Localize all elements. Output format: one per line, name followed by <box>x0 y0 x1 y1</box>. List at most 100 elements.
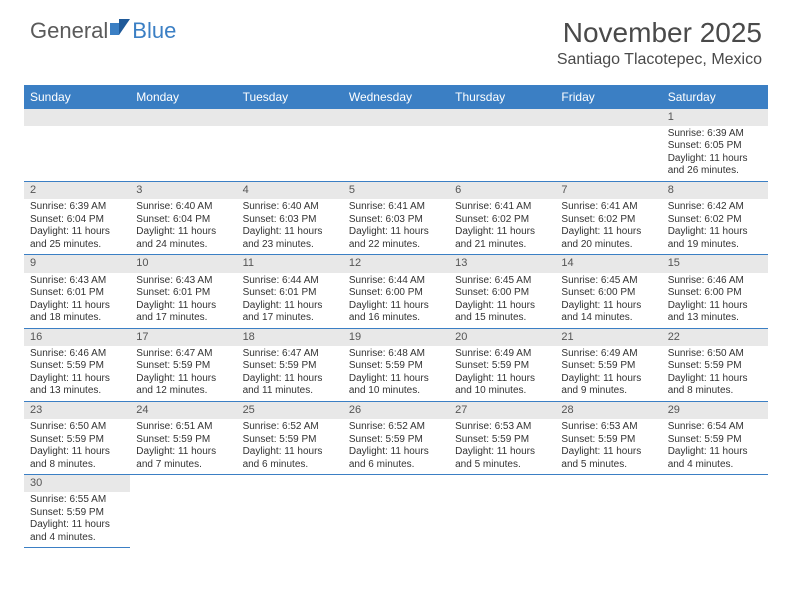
day-details: Sunrise: 6:44 AMSunset: 6:01 PMDaylight:… <box>237 273 343 328</box>
day-details: Sunrise: 6:46 AMSunset: 5:59 PMDaylight:… <box>24 346 130 401</box>
calendar-head: SundayMondayTuesdayWednesdayThursdayFrid… <box>24 85 768 109</box>
day-number: 9 <box>24 255 130 272</box>
calendar-day-cell: 16Sunrise: 6:46 AMSunset: 5:59 PMDayligh… <box>24 328 130 401</box>
calendar-day-cell: 9Sunrise: 6:43 AMSunset: 6:01 PMDaylight… <box>24 255 130 328</box>
day-header: Thursday <box>449 85 555 109</box>
day-details: Sunrise: 6:48 AMSunset: 5:59 PMDaylight:… <box>343 346 449 401</box>
day-number: 13 <box>449 255 555 272</box>
calendar-day-cell: 1Sunrise: 6:39 AMSunset: 6:05 PMDaylight… <box>662 109 768 182</box>
calendar-day-cell: 21Sunrise: 6:49 AMSunset: 5:59 PMDayligh… <box>555 328 661 401</box>
day-details: Sunrise: 6:40 AMSunset: 6:04 PMDaylight:… <box>130 199 236 254</box>
calendar-day-cell: 22Sunrise: 6:50 AMSunset: 5:59 PMDayligh… <box>662 328 768 401</box>
day-details: Sunrise: 6:52 AMSunset: 5:59 PMDaylight:… <box>343 419 449 474</box>
day-number: 12 <box>343 255 449 272</box>
day-header: Monday <box>130 85 236 109</box>
calendar-day-cell: 18Sunrise: 6:47 AMSunset: 5:59 PMDayligh… <box>237 328 343 401</box>
day-number: 2 <box>24 182 130 199</box>
page-header: General Blue November 2025 Santiago Tlac… <box>0 0 792 75</box>
day-number: 22 <box>662 329 768 346</box>
calendar-day-cell: 4Sunrise: 6:40 AMSunset: 6:03 PMDaylight… <box>237 182 343 255</box>
calendar-day-cell: 24Sunrise: 6:51 AMSunset: 5:59 PMDayligh… <box>130 401 236 474</box>
day-number: 23 <box>24 402 130 419</box>
calendar-empty-cell <box>24 109 130 182</box>
calendar-day-cell: 23Sunrise: 6:50 AMSunset: 5:59 PMDayligh… <box>24 401 130 474</box>
calendar-empty-cell <box>449 475 555 548</box>
day-header: Saturday <box>662 85 768 109</box>
calendar-day-cell: 8Sunrise: 6:42 AMSunset: 6:02 PMDaylight… <box>662 182 768 255</box>
calendar-empty-cell <box>130 109 236 182</box>
day-details: Sunrise: 6:42 AMSunset: 6:02 PMDaylight:… <box>662 199 768 254</box>
day-number: 28 <box>555 402 661 419</box>
day-details: Sunrise: 6:52 AMSunset: 5:59 PMDaylight:… <box>237 419 343 474</box>
day-details: Sunrise: 6:55 AMSunset: 5:59 PMDaylight:… <box>24 492 130 547</box>
calendar-day-cell: 15Sunrise: 6:46 AMSunset: 6:00 PMDayligh… <box>662 255 768 328</box>
month-title: November 2025 <box>557 18 762 49</box>
calendar-empty-cell <box>662 475 768 548</box>
daynum-bar-empty <box>343 109 449 126</box>
calendar-day-cell: 29Sunrise: 6:54 AMSunset: 5:59 PMDayligh… <box>662 401 768 474</box>
calendar-day-cell: 26Sunrise: 6:52 AMSunset: 5:59 PMDayligh… <box>343 401 449 474</box>
day-number: 6 <box>449 182 555 199</box>
daynum-bar-empty <box>237 109 343 126</box>
day-details: Sunrise: 6:45 AMSunset: 6:00 PMDaylight:… <box>449 273 555 328</box>
calendar-day-cell: 30Sunrise: 6:55 AMSunset: 5:59 PMDayligh… <box>24 475 130 548</box>
day-details: Sunrise: 6:43 AMSunset: 6:01 PMDaylight:… <box>130 273 236 328</box>
calendar-day-cell: 5Sunrise: 6:41 AMSunset: 6:03 PMDaylight… <box>343 182 449 255</box>
day-number: 11 <box>237 255 343 272</box>
day-details: Sunrise: 6:45 AMSunset: 6:00 PMDaylight:… <box>555 273 661 328</box>
day-number: 5 <box>343 182 449 199</box>
day-details: Sunrise: 6:50 AMSunset: 5:59 PMDaylight:… <box>662 346 768 401</box>
calendar-empty-cell <box>343 109 449 182</box>
day-details: Sunrise: 6:51 AMSunset: 5:59 PMDaylight:… <box>130 419 236 474</box>
day-number: 14 <box>555 255 661 272</box>
day-details: Sunrise: 6:41 AMSunset: 6:02 PMDaylight:… <box>449 199 555 254</box>
calendar-week-row: 9Sunrise: 6:43 AMSunset: 6:01 PMDaylight… <box>24 255 768 328</box>
daynum-bar-empty <box>24 109 130 126</box>
day-number: 1 <box>662 109 768 126</box>
day-details: Sunrise: 6:39 AMSunset: 6:05 PMDaylight:… <box>662 126 768 181</box>
calendar-day-cell: 11Sunrise: 6:44 AMSunset: 6:01 PMDayligh… <box>237 255 343 328</box>
calendar-day-cell: 13Sunrise: 6:45 AMSunset: 6:00 PMDayligh… <box>449 255 555 328</box>
day-number: 8 <box>662 182 768 199</box>
logo-flag-icon <box>110 19 132 35</box>
logo-text-2: Blue <box>132 18 176 44</box>
day-details: Sunrise: 6:47 AMSunset: 5:59 PMDaylight:… <box>130 346 236 401</box>
calendar-day-cell: 27Sunrise: 6:53 AMSunset: 5:59 PMDayligh… <box>449 401 555 474</box>
calendar-empty-cell <box>555 109 661 182</box>
day-number: 4 <box>237 182 343 199</box>
calendar-empty-cell <box>555 475 661 548</box>
day-details: Sunrise: 6:40 AMSunset: 6:03 PMDaylight:… <box>237 199 343 254</box>
calendar-empty-cell <box>449 109 555 182</box>
day-details: Sunrise: 6:44 AMSunset: 6:00 PMDaylight:… <box>343 273 449 328</box>
day-details: Sunrise: 6:50 AMSunset: 5:59 PMDaylight:… <box>24 419 130 474</box>
day-number: 7 <box>555 182 661 199</box>
day-header: Friday <box>555 85 661 109</box>
day-details: Sunrise: 6:39 AMSunset: 6:04 PMDaylight:… <box>24 199 130 254</box>
day-details: Sunrise: 6:53 AMSunset: 5:59 PMDaylight:… <box>449 419 555 474</box>
day-number: 30 <box>24 475 130 492</box>
day-details: Sunrise: 6:54 AMSunset: 5:59 PMDaylight:… <box>662 419 768 474</box>
calendar-week-row: 1Sunrise: 6:39 AMSunset: 6:05 PMDaylight… <box>24 109 768 182</box>
day-number: 29 <box>662 402 768 419</box>
day-number: 27 <box>449 402 555 419</box>
day-header: Wednesday <box>343 85 449 109</box>
calendar-empty-cell <box>130 475 236 548</box>
calendar-empty-cell <box>237 109 343 182</box>
day-number: 21 <box>555 329 661 346</box>
calendar-week-row: 30Sunrise: 6:55 AMSunset: 5:59 PMDayligh… <box>24 475 768 548</box>
calendar-body: 1Sunrise: 6:39 AMSunset: 6:05 PMDaylight… <box>24 109 768 548</box>
logo-text-1: General <box>30 18 108 44</box>
calendar-day-cell: 28Sunrise: 6:53 AMSunset: 5:59 PMDayligh… <box>555 401 661 474</box>
calendar-day-cell: 20Sunrise: 6:49 AMSunset: 5:59 PMDayligh… <box>449 328 555 401</box>
calendar-day-cell: 19Sunrise: 6:48 AMSunset: 5:59 PMDayligh… <box>343 328 449 401</box>
calendar-day-cell: 25Sunrise: 6:52 AMSunset: 5:59 PMDayligh… <box>237 401 343 474</box>
calendar-day-cell: 3Sunrise: 6:40 AMSunset: 6:04 PMDaylight… <box>130 182 236 255</box>
calendar-day-cell: 14Sunrise: 6:45 AMSunset: 6:00 PMDayligh… <box>555 255 661 328</box>
day-header: Tuesday <box>237 85 343 109</box>
daynum-bar-empty <box>555 109 661 126</box>
calendar-week-row: 2Sunrise: 6:39 AMSunset: 6:04 PMDaylight… <box>24 182 768 255</box>
day-details: Sunrise: 6:46 AMSunset: 6:00 PMDaylight:… <box>662 273 768 328</box>
daynum-bar-empty <box>130 109 236 126</box>
day-details: Sunrise: 6:43 AMSunset: 6:01 PMDaylight:… <box>24 273 130 328</box>
daynum-bar-empty <box>449 109 555 126</box>
